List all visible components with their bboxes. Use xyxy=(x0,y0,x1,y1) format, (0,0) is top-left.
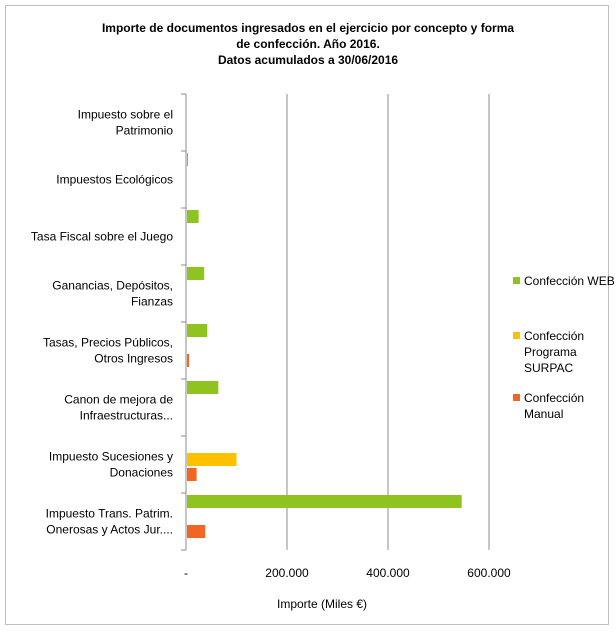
legend-label: Confección xyxy=(524,329,584,343)
bar-web xyxy=(187,495,462,508)
category-label: Onerosas y Actos Jur.... xyxy=(46,523,173,537)
category-label: Patrimonio xyxy=(116,124,174,138)
bar-surpac xyxy=(187,453,237,466)
bar-web xyxy=(187,324,208,337)
legend-label: Confección xyxy=(524,391,584,405)
bar-web xyxy=(187,153,188,166)
legend-label: Confección WEB xyxy=(524,274,615,288)
category-label: Tasa Fiscal sobre el Juego xyxy=(31,230,173,244)
category-label: Donaciones xyxy=(110,466,173,480)
legend-swatch xyxy=(513,277,520,284)
chart-title-line: de confección. Año 2016. xyxy=(236,37,380,51)
category-label: Canon de mejora de xyxy=(64,393,173,407)
category-label: Fianzas xyxy=(131,295,173,309)
chart-title-line: Datos acumulados a 30/06/2016 xyxy=(218,53,398,67)
bar-manual xyxy=(187,354,190,367)
bar-manual xyxy=(187,468,197,481)
legend-swatch xyxy=(513,332,520,339)
x-axis-title: Importe (Miles €) xyxy=(277,597,367,611)
x-tick-label: 600.000 xyxy=(467,566,511,580)
bar-web xyxy=(187,210,199,223)
chart-title-line: Importe de documentos ingresados en el e… xyxy=(102,21,514,35)
legend-label: SURPAC xyxy=(524,361,573,375)
bar-web xyxy=(187,267,205,280)
x-tick-label: 400.000 xyxy=(366,566,410,580)
category-label: Impuesto sobre el xyxy=(78,108,173,122)
category-label: Impuestos Ecológicos xyxy=(56,173,173,187)
x-tick-label: - xyxy=(184,566,188,580)
category-label: Tasas, Precios Públicos, xyxy=(43,336,173,350)
x-tick-label: 200.000 xyxy=(265,566,309,580)
legend-label: Manual xyxy=(524,407,563,421)
bar-manual xyxy=(187,525,206,538)
category-label: Infraestructuras... xyxy=(80,409,173,423)
category-label: Impuesto Trans. Patrim. xyxy=(46,507,173,521)
category-label: Otros Ingresos xyxy=(94,352,173,366)
bar-web xyxy=(187,381,219,394)
category-label: Impuesto Sucesiones y xyxy=(49,450,173,464)
category-label: Ganancias, Depósitos, xyxy=(52,279,173,293)
chart-frame xyxy=(5,5,609,625)
legend-swatch xyxy=(513,394,520,401)
legend-label: Programa xyxy=(524,345,577,359)
